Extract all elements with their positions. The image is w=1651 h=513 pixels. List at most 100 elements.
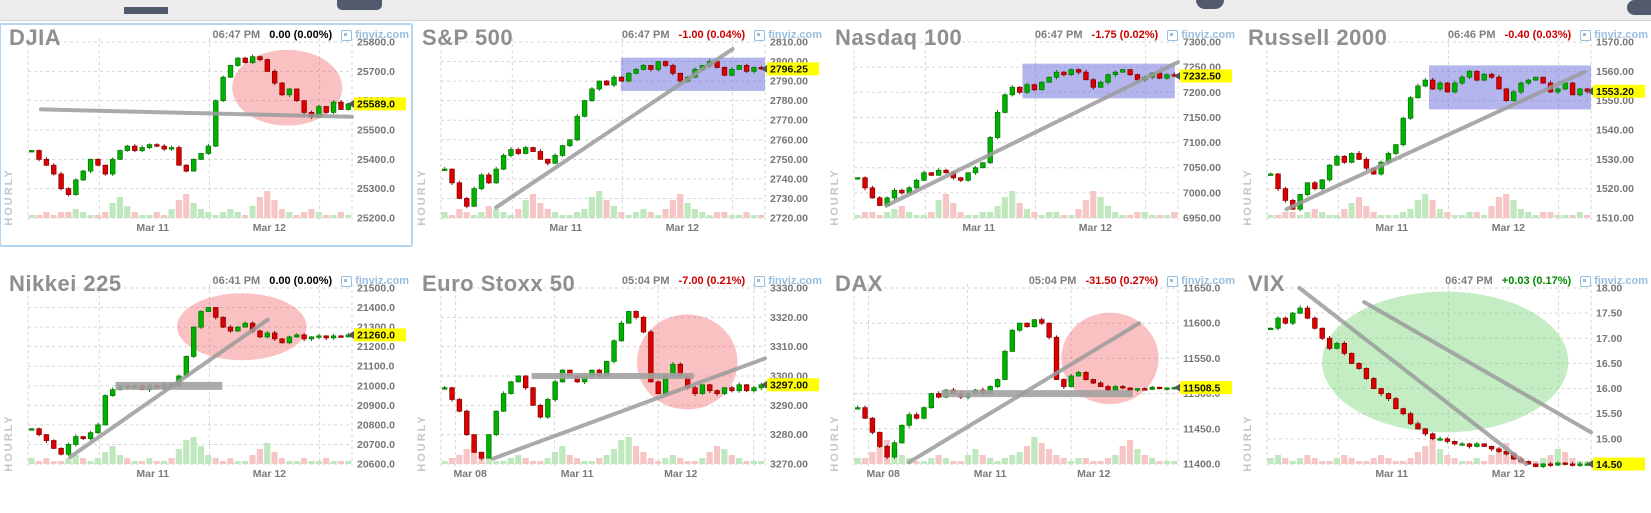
candle-body: [1134, 388, 1141, 391]
candle-body: [1304, 182, 1311, 195]
candle-body: [242, 57, 248, 63]
axis-tick-label: 25300.0: [357, 183, 395, 195]
volume-bar: [928, 458, 935, 464]
volume-bar: [588, 461, 595, 464]
volume-bar: [1392, 461, 1399, 464]
candle-body: [124, 145, 131, 151]
finviz-brand-text: finviz.com: [768, 275, 822, 287]
last-price-label: 3297.00: [770, 380, 808, 392]
candle-body: [183, 164, 190, 172]
x-axis-date-label: Mar 11: [549, 222, 582, 234]
candle-body: [1415, 85, 1421, 99]
chart-panel-dax[interactable]: DAX 05:04 PM -31.50 (0.27%) finviz.com H…: [826, 270, 1238, 492]
chart-panel-euro-stoxx-50[interactable]: Euro Stoxx 50 05:04 PM -7.00 (0.21%) fin…: [413, 270, 825, 492]
candle-body: [877, 431, 883, 447]
volume-bar: [1547, 455, 1554, 464]
volume-bar: [264, 191, 271, 218]
volume-bar: [662, 458, 669, 464]
candle-body: [707, 384, 713, 392]
candle-body: [530, 147, 536, 152]
candle-body: [729, 68, 735, 76]
finviz-attribution-link[interactable]: finviz.com: [754, 275, 822, 287]
volume-bar: [1104, 206, 1112, 218]
chart-panel-djia[interactable]: DJIA 06:47 PM 0.00 (0.00%) finviz.com HO…: [0, 23, 413, 247]
candle-body: [43, 434, 50, 441]
finviz-attribution-link[interactable]: finviz.com: [1167, 275, 1235, 287]
volume-bar: [632, 446, 640, 464]
volume-bar: [1370, 212, 1377, 218]
finviz-logo-icon: [754, 275, 766, 287]
x-axis-date-label: Mar 12: [1077, 468, 1110, 480]
volume-bar: [1038, 215, 1045, 218]
candle-body: [1540, 76, 1546, 84]
volume-bar: [1407, 209, 1414, 218]
volume-bar: [1060, 458, 1067, 464]
volume-bar: [337, 212, 344, 218]
candlestick-chart: 11650.011600.011550.011500.011450.011400…: [853, 283, 1232, 480]
candle-body: [1275, 317, 1281, 329]
candle-body: [877, 197, 883, 206]
finviz-attribution-link[interactable]: finviz.com: [1580, 275, 1648, 287]
candle-body: [279, 338, 285, 344]
volume-bar: [1422, 446, 1429, 464]
volume-bar: [146, 215, 153, 218]
finviz-attribution-link[interactable]: finviz.com: [341, 275, 409, 287]
candle-body: [869, 417, 876, 433]
volume-bar: [1023, 209, 1031, 218]
candle-body: [1496, 76, 1502, 90]
candle-body: [891, 442, 898, 458]
finviz-attribution-link[interactable]: finviz.com: [1167, 29, 1235, 41]
volume-bar: [1481, 461, 1488, 464]
candle-body: [640, 65, 647, 70]
finviz-brand-text: finviz.com: [1594, 275, 1648, 287]
axis-tick-label: 17.50: [1596, 308, 1622, 320]
finviz-logo-icon: [1580, 29, 1592, 41]
x-axis-date-label: Mar 12: [1492, 222, 1525, 234]
volume-bar: [146, 458, 153, 464]
candle-body: [441, 168, 448, 171]
candle-body: [1156, 386, 1163, 390]
chart-panel-s-p-500[interactable]: S&P 500 06:47 PM -1.00 (0.04%) finviz.co…: [413, 24, 825, 246]
candle-body: [935, 393, 942, 398]
candle-body: [589, 88, 595, 102]
chart-panel-nikkei-225[interactable]: Nikkei 225 06:41 PM 0.00 (0.00%) finviz.…: [0, 270, 412, 492]
volume-bar: [1289, 212, 1296, 218]
volume-bar: [102, 212, 109, 218]
candle-body: [1437, 82, 1443, 90]
quote-change: -31.50 (0.27%): [1085, 275, 1159, 287]
candle-body: [743, 65, 750, 72]
chart-panel-nasdaq-100[interactable]: Nasdaq 100 06:47 PM -1.75 (0.02%) finviz…: [826, 24, 1238, 246]
finviz-attribution-link[interactable]: finviz.com: [341, 29, 409, 41]
volume-bar: [345, 461, 352, 464]
volume-bar: [677, 458, 684, 464]
volume-bar: [632, 212, 640, 218]
axis-tick-label: 21000.0: [357, 380, 395, 392]
axis-tick-label: 15.50: [1596, 408, 1622, 420]
axis-tick-label: 25400.0: [357, 154, 395, 166]
candle-body: [464, 410, 470, 436]
candle-body: [28, 150, 35, 153]
volume-bar: [308, 461, 315, 464]
finviz-attribution-link[interactable]: finviz.com: [1580, 29, 1648, 41]
volume-bar: [87, 461, 94, 464]
volume-bar: [1141, 455, 1148, 464]
volume-bar: [219, 461, 227, 464]
volume-bar: [212, 215, 219, 218]
chart-panel-vix[interactable]: VIX 06:47 PM +0.03 (0.17%) finviz.com HO…: [1239, 270, 1651, 492]
candle-body: [1009, 329, 1016, 352]
axis-tick-label: 3290.00: [770, 400, 808, 412]
volume-bar: [721, 212, 728, 218]
candle-body: [1024, 322, 1030, 328]
axis-tick-label: 21500.0: [357, 283, 395, 295]
volume-bar: [1495, 197, 1502, 218]
candle-body: [1400, 408, 1406, 415]
candle-body: [626, 311, 632, 324]
candle-body: [899, 424, 905, 444]
volume-bar: [721, 449, 728, 464]
chart-panel-russell-2000[interactable]: Russell 2000 06:46 PM -0.40 (0.03%) finv…: [1239, 24, 1651, 246]
x-axis-date-label: Mar 11: [1375, 468, 1408, 480]
candle-body: [1474, 70, 1480, 81]
volume-bar: [647, 212, 654, 218]
candle-body: [65, 188, 72, 195]
finviz-attribution-link[interactable]: finviz.com: [754, 29, 822, 41]
